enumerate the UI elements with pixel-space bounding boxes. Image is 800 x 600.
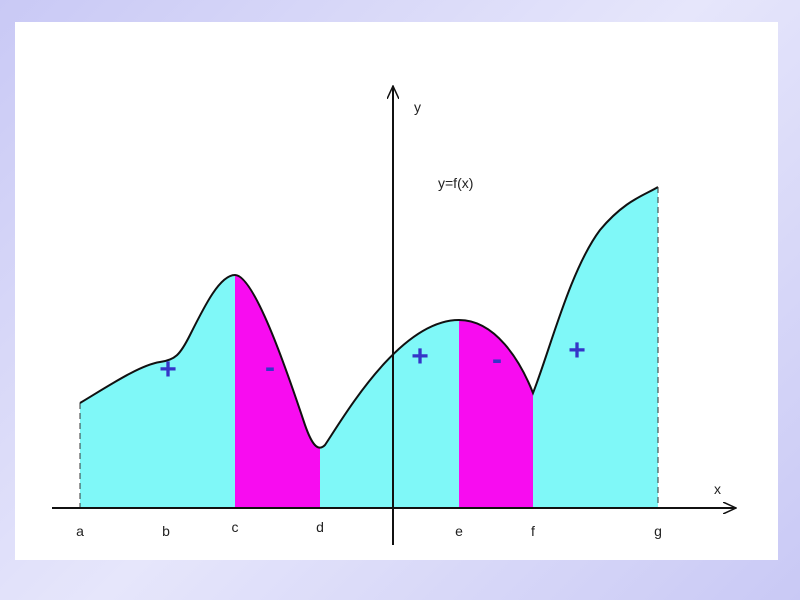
- sign: -: [265, 351, 275, 384]
- y-axis-label: y: [414, 99, 421, 115]
- point-label: g: [654, 523, 662, 539]
- point-label: c: [232, 519, 239, 535]
- function-label: y=f(x): [438, 175, 473, 191]
- point-label: e: [455, 523, 463, 539]
- sign: -: [492, 343, 502, 376]
- point-label: b: [162, 523, 170, 539]
- curve: [79, 186, 659, 449]
- point-label: a: [76, 523, 84, 539]
- sign: +: [159, 353, 177, 386]
- point-label: d: [316, 519, 324, 535]
- sign: +: [568, 334, 586, 367]
- point-label: f: [531, 523, 535, 539]
- sign: +: [411, 340, 429, 373]
- x-axis-label: x: [714, 481, 721, 497]
